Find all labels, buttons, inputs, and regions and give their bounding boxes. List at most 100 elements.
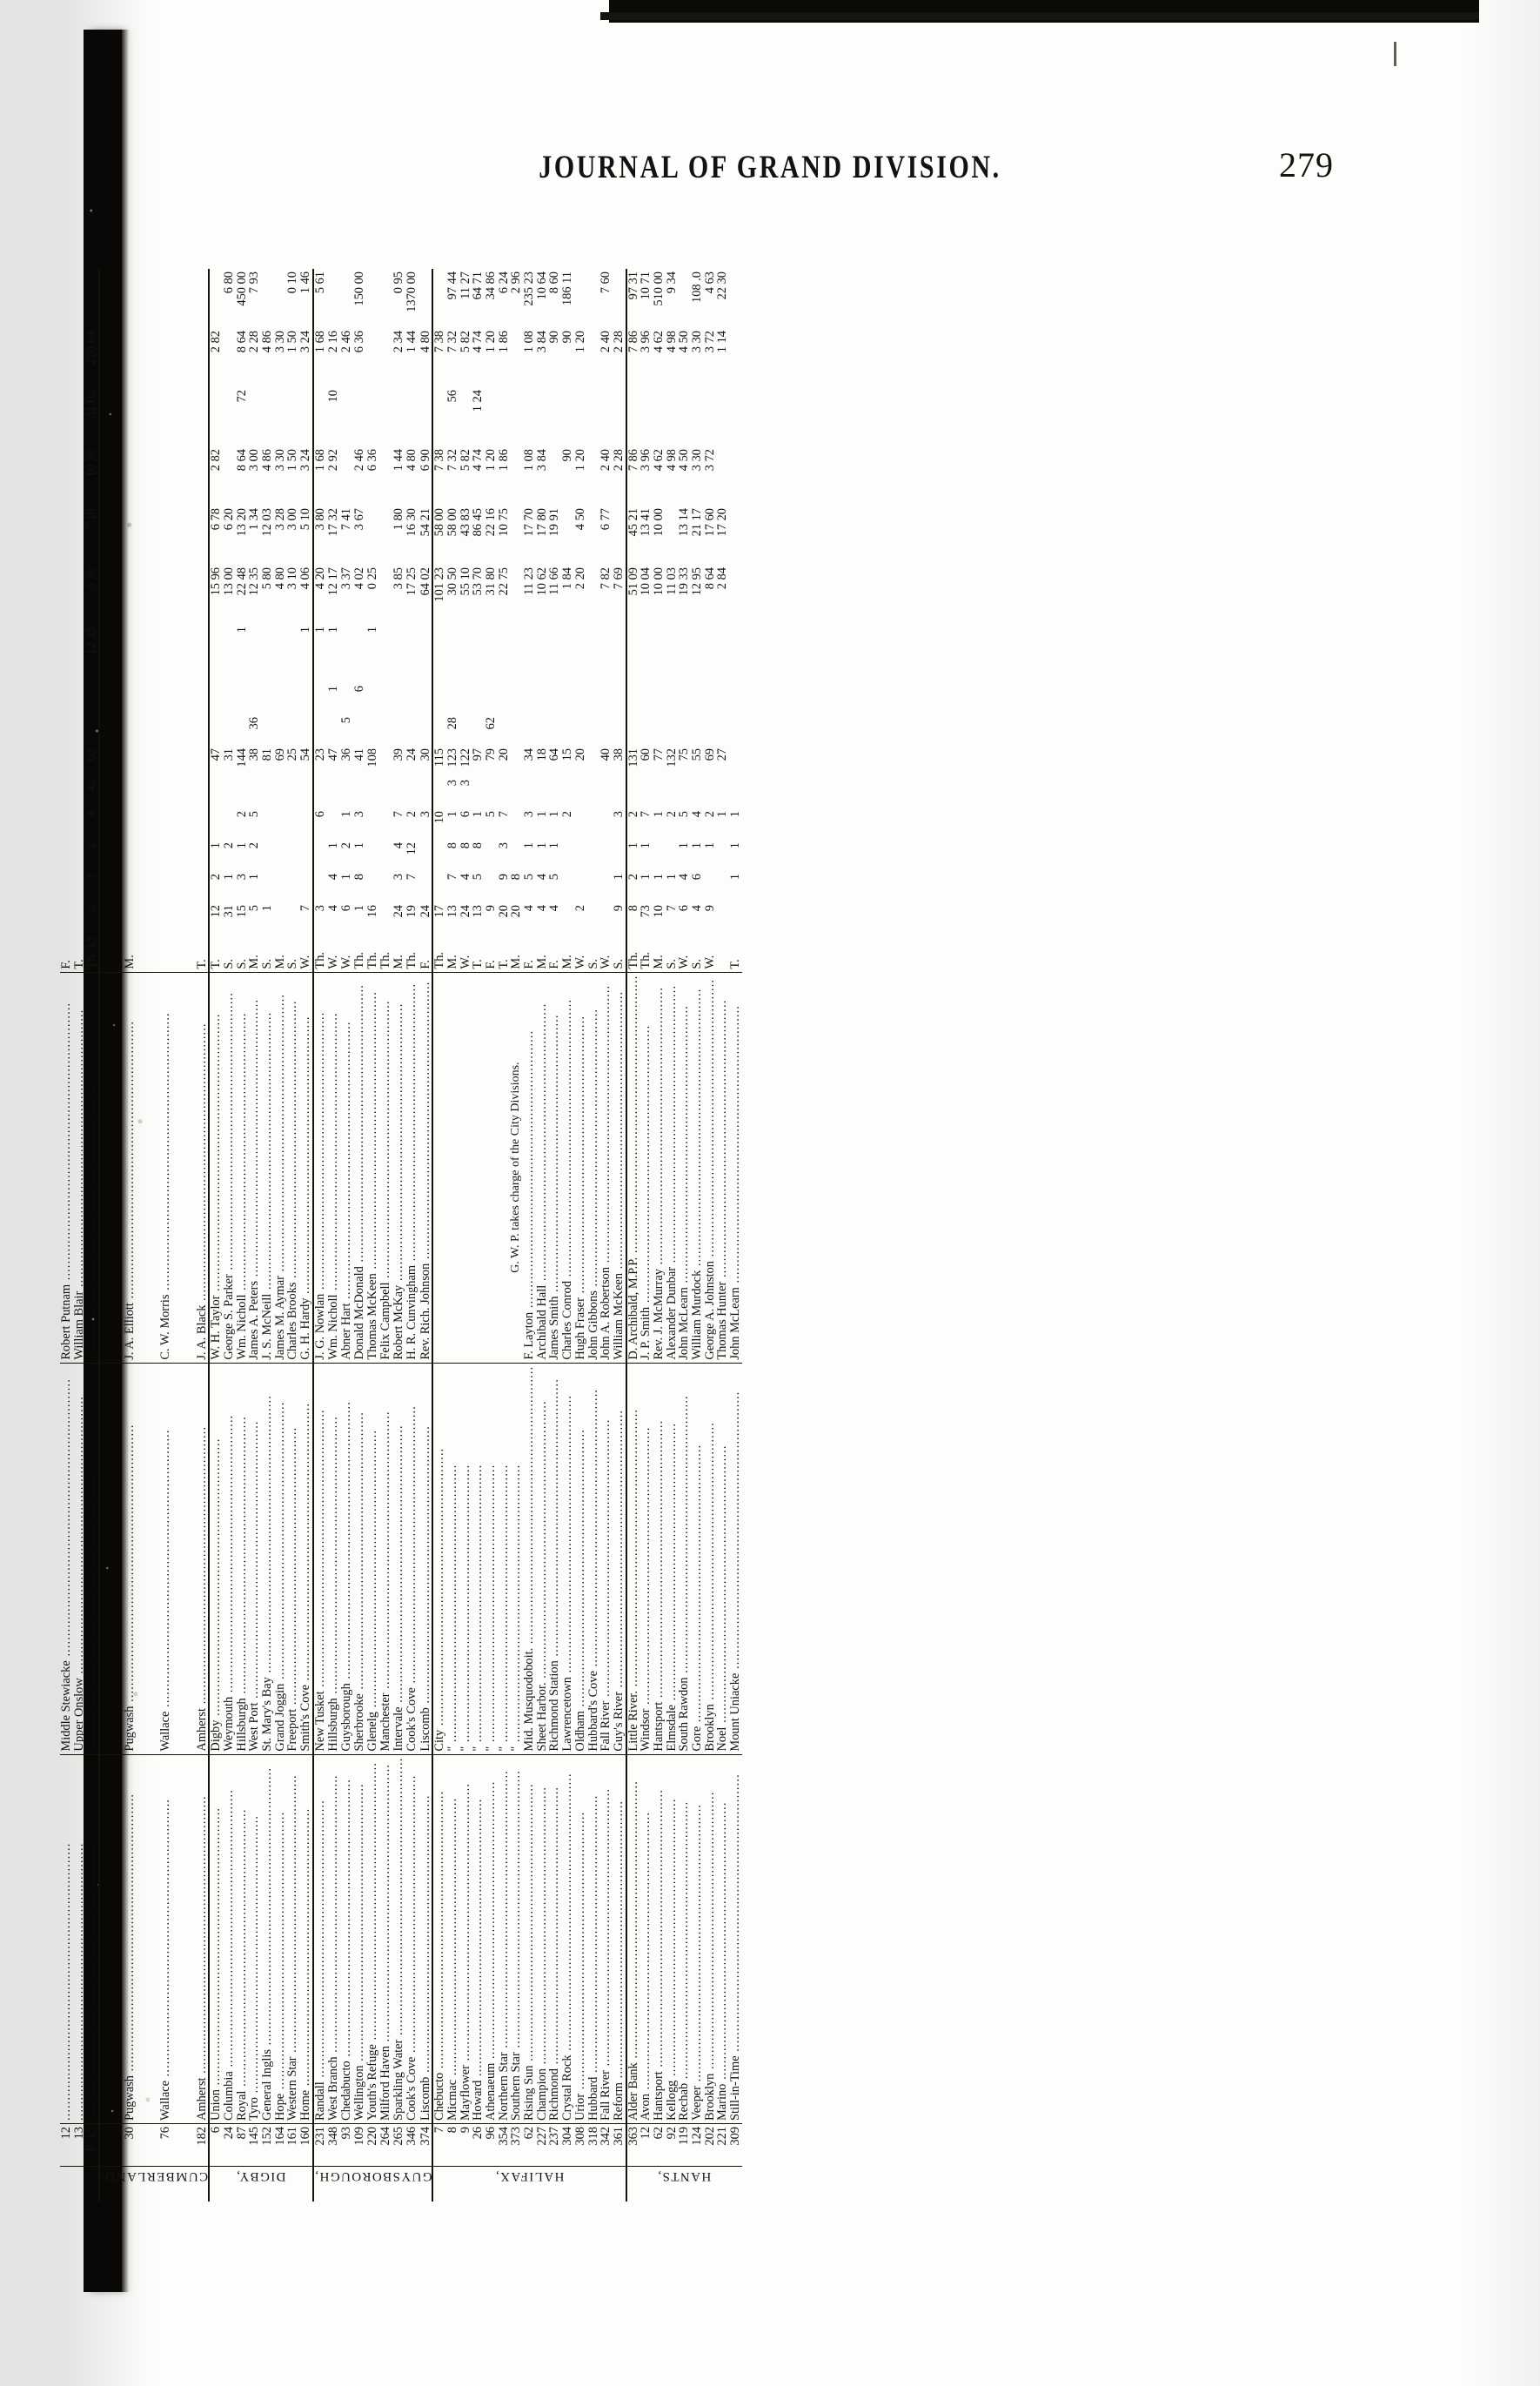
stat-cell — [472, 714, 485, 746]
money-cell: 4 50 — [572, 508, 587, 531]
meeting-day-cell: S. — [586, 934, 600, 973]
stat-cell: 12 — [405, 842, 419, 855]
division-name-cell: Veeper — [691, 1754, 704, 2124]
stat-cell — [73, 840, 86, 871]
money-cell: 4 02 — [352, 567, 367, 590]
stat-cell: 1 — [547, 842, 562, 849]
meeting-day-cell — [137, 934, 172, 973]
stat-cell — [561, 840, 574, 871]
place-cell-text: Sherbrooke — [353, 1366, 366, 1751]
stat-cell — [274, 840, 287, 871]
totals-cell — [85, 714, 100, 747]
stat-cell — [536, 777, 549, 808]
money-cell: 22 48 — [234, 567, 249, 596]
stat-cell — [459, 683, 472, 714]
money-cell: 2 28 — [611, 331, 626, 353]
deputy-cell-text: Wm. Nicholl — [236, 975, 249, 1360]
place-cell: Gore — [691, 1363, 704, 1755]
table-row: 221 Marino Noel Thomas Hunter 1 27 2 84 17 20 1 … — [715, 269, 730, 2202]
stat-cell: 3 — [418, 811, 432, 818]
stat-cell — [574, 808, 587, 840]
money-cell: 235 23 — [522, 271, 537, 306]
money-cell: 12 35 — [247, 567, 262, 596]
stat-cell: 64 — [547, 748, 562, 761]
meeting-day-cell: M. — [247, 934, 261, 973]
county-cell — [73, 2167, 86, 2202]
division-number-cell: 30 — [99, 2123, 137, 2167]
stat-cell — [716, 871, 729, 902]
place-cell-text: Noel — [716, 1366, 729, 1752]
money-cell — [60, 387, 73, 446]
money-cell: 1 20 — [484, 331, 499, 353]
division-name-cell: Southern Star — [510, 1754, 524, 2124]
stat-cell: 1 — [234, 842, 249, 849]
money-cell: 0 95 — [392, 271, 406, 294]
division-name-cell: Still-in-Time — [729, 1754, 742, 2124]
deputy-cell-text: Charles Brooks — [286, 975, 299, 1360]
place-cell: Upper Onslow — [72, 1363, 86, 1755]
stat-cell — [561, 871, 574, 902]
place-cell: Fall River — [599, 1363, 613, 1755]
place-cell: Lawrencetown — [561, 1363, 574, 1755]
division-name-cell-text: Union — [210, 1758, 223, 2121]
stat-cell: 24 — [418, 905, 432, 918]
stat-cell — [548, 683, 561, 714]
stat-cell: 1 — [339, 874, 354, 881]
place-cell-text: Elmsdale — [666, 1366, 679, 1752]
division-number-cell: 220 — [365, 2123, 379, 2167]
money-cell: 51 09 — [626, 565, 640, 625]
place-cell-text: Grand Joggin — [274, 1366, 287, 1752]
stat-cell: 1 — [365, 627, 380, 633]
stat-cell: 1 — [728, 842, 743, 849]
division-number-cell: 12 — [639, 2123, 653, 2167]
stat-cell: 2 — [209, 871, 223, 903]
stat-cell: 7 — [639, 811, 653, 818]
totals-cell: 270 64 — [84, 328, 100, 388]
stat-cell — [137, 746, 171, 777]
division-name-cell-text: Champion — [536, 1758, 549, 2121]
stat-cell — [691, 624, 704, 683]
money-cell: 7 86 — [626, 446, 640, 506]
deputy-cell: Thomas Hunter — [716, 972, 730, 1364]
division-number-cell: 374 — [418, 2123, 433, 2167]
place-cell-text: Intervale — [392, 1366, 405, 1751]
deputy-cell: George S. Parker — [222, 972, 236, 1364]
place-cell-text: Gore — [691, 1366, 704, 1752]
division-number-cell: 62 — [652, 2123, 666, 2167]
division-name-cell-text: Youth's Refuge — [366, 1758, 379, 2121]
money-cell: 30 50 — [445, 567, 459, 596]
division-number-cell: 8 — [445, 2123, 459, 2167]
place-cell-text: Hillsburgh — [236, 1366, 249, 1751]
division-name-cell-text: Hantsport — [653, 1758, 666, 2121]
division-name-cell-text: Crystal Rock — [561, 1758, 574, 2121]
county-label: HALIFAX, — [432, 2166, 626, 2202]
division-number-cell: 304 — [560, 2123, 574, 2167]
stat-cell: 8 — [626, 902, 640, 935]
stat-cell — [587, 714, 600, 746]
deputy-cell-text: Alexander Dunbar — [666, 975, 679, 1360]
county-label: DIGBY, — [209, 2166, 313, 2202]
stat-cell — [223, 714, 236, 746]
stat-cell: 1 — [221, 874, 236, 881]
meeting-day-cell: S. — [222, 934, 236, 973]
division-number-cell: 348 — [326, 2123, 340, 2167]
money-cell — [716, 446, 729, 506]
division-number-cell: 318 — [586, 2123, 600, 2167]
stat-cell — [379, 624, 392, 683]
stat-cell — [60, 840, 73, 871]
money-cell: 7 60 — [599, 271, 613, 294]
stat-cell — [587, 871, 600, 902]
stat-cell: 5 — [484, 811, 499, 818]
meeting-day-cell — [716, 934, 730, 973]
place-cell: " — [510, 1363, 524, 1755]
place-cell: Hillsburgh — [235, 1363, 249, 1755]
money-cell: 10 62 — [534, 567, 549, 596]
stat-cell — [446, 683, 459, 714]
stat-cell: 10 — [651, 905, 666, 918]
money-cell — [137, 446, 171, 506]
stat-cell — [510, 683, 523, 714]
money-cell — [99, 328, 137, 388]
stat-cell — [561, 777, 574, 808]
stat-cell — [223, 777, 236, 808]
place-cell: " — [485, 1363, 498, 1755]
